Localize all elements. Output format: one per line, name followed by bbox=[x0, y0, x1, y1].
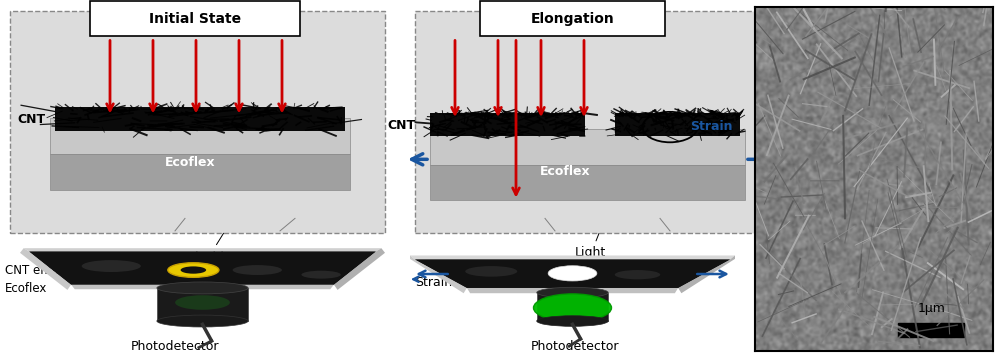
Bar bbox=[430, 129, 745, 165]
Ellipse shape bbox=[537, 316, 608, 326]
Text: Initial State: Initial State bbox=[149, 11, 241, 26]
Polygon shape bbox=[71, 285, 334, 289]
Text: Elongation: Elongation bbox=[531, 11, 614, 26]
Polygon shape bbox=[407, 256, 467, 293]
Text: Photodetector: Photodetector bbox=[531, 340, 619, 353]
Polygon shape bbox=[415, 260, 730, 288]
Polygon shape bbox=[334, 248, 385, 290]
Polygon shape bbox=[20, 248, 71, 290]
Polygon shape bbox=[410, 256, 735, 260]
Text: Strain: Strain bbox=[690, 120, 732, 132]
Ellipse shape bbox=[157, 315, 248, 327]
Polygon shape bbox=[537, 292, 608, 321]
Text: Photodetector: Photodetector bbox=[131, 340, 219, 353]
Bar bbox=[50, 154, 350, 190]
Text: Light: Light bbox=[195, 250, 226, 262]
Ellipse shape bbox=[233, 265, 282, 275]
Polygon shape bbox=[24, 248, 381, 251]
Text: CNT: CNT bbox=[18, 113, 46, 126]
Polygon shape bbox=[29, 251, 376, 285]
Ellipse shape bbox=[537, 287, 608, 298]
Text: 1μm: 1μm bbox=[917, 302, 945, 315]
FancyBboxPatch shape bbox=[90, 1, 300, 36]
Text: Ecoflex: Ecoflex bbox=[540, 165, 590, 178]
Bar bbox=[430, 113, 585, 136]
Ellipse shape bbox=[301, 271, 341, 279]
Polygon shape bbox=[678, 256, 738, 293]
FancyBboxPatch shape bbox=[415, 11, 785, 233]
Ellipse shape bbox=[181, 266, 206, 274]
Ellipse shape bbox=[157, 282, 248, 294]
Polygon shape bbox=[415, 260, 730, 288]
Bar bbox=[50, 118, 350, 154]
Polygon shape bbox=[29, 251, 376, 285]
Ellipse shape bbox=[82, 260, 141, 272]
Ellipse shape bbox=[175, 295, 230, 310]
Text: CNT: CNT bbox=[388, 119, 416, 132]
Bar bbox=[55, 107, 345, 131]
Text: Light: Light bbox=[575, 246, 606, 259]
Ellipse shape bbox=[534, 294, 612, 322]
Polygon shape bbox=[157, 288, 248, 321]
Ellipse shape bbox=[465, 266, 517, 277]
Ellipse shape bbox=[168, 263, 219, 277]
Polygon shape bbox=[467, 288, 678, 293]
Ellipse shape bbox=[615, 270, 660, 279]
Text: Ecoflex: Ecoflex bbox=[165, 156, 215, 169]
Ellipse shape bbox=[548, 266, 597, 281]
Bar bbox=[898, 323, 964, 337]
Text: CNT embedded
Ecoflex: CNT embedded Ecoflex bbox=[5, 264, 96, 295]
Text: Strain: Strain bbox=[415, 276, 452, 289]
FancyBboxPatch shape bbox=[10, 11, 385, 233]
Bar bbox=[615, 113, 740, 136]
Bar bbox=[430, 165, 745, 200]
FancyBboxPatch shape bbox=[480, 1, 665, 36]
